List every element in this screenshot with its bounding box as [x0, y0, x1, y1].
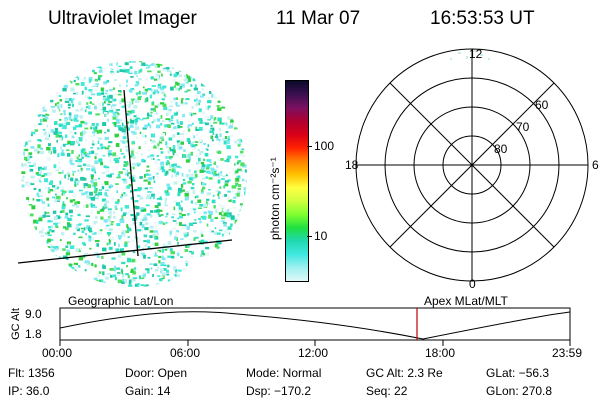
colorbar-gradient [286, 81, 308, 281]
mlt-label-12: 12 [469, 47, 483, 61]
timeline-left-title: Geographic Lat/Lon [68, 294, 174, 308]
timeline-plot [59, 307, 571, 346]
ip-value: IP: 36.0 [8, 384, 50, 398]
timeline-x-label-0600: 06:00 [170, 346, 201, 360]
colorbar-tick-10 [307, 236, 312, 237]
mlat-label-60: 60 [535, 98, 549, 112]
glat-value: GLat: −56.3 [486, 366, 550, 380]
timeline-y-tick-high: 9.0 [25, 307, 42, 321]
mlat-label-80: 80 [494, 142, 508, 156]
dsp-value: Dsp: −170.2 [246, 384, 312, 398]
geographic-meridian-line [123, 89, 139, 257]
timeline-x-label-2359: 23:59 [552, 346, 583, 360]
gain-value: Gain: 14 [125, 384, 171, 398]
date-readout: 11 Mar 07 [276, 8, 361, 29]
colorbar [285, 80, 309, 282]
colorbar-tick-label-10: 10 [314, 229, 328, 243]
timeline-frame [59, 307, 571, 341]
geographic-latitude-line [18, 239, 233, 264]
timeline-x-label-1200: 12:00 [298, 346, 329, 360]
seq-value: Seq: 22 [366, 384, 408, 398]
mlt-label-18: 18 [345, 158, 359, 172]
glon-value: GLon: 270.8 [486, 384, 553, 398]
timeline-y-axis-label: GC Alt [10, 308, 22, 340]
colorbar-units-label: photon cm⁻²s⁻¹ [268, 157, 282, 240]
time-readout: 16:53:53 UT [430, 8, 535, 29]
geographic-image [18, 61, 247, 287]
timeline-x-label-0000: 00:00 [42, 346, 73, 360]
mlt-label-6: 6 [592, 158, 599, 172]
polar-plot: 12 18 6 0 60 70 80 [345, 47, 599, 290]
gc-alt-value: GC Alt: 2.3 Re [366, 366, 443, 380]
polar-diagonal-2 [389, 82, 555, 248]
mode-value: Mode: Normal [246, 366, 322, 380]
polar-speckle [450, 50, 490, 60]
colorbar-tick-label-100: 100 [314, 139, 335, 153]
uv-emission-speckle [21, 61, 247, 287]
app-title: Ultraviolet Imager [48, 8, 197, 29]
colorbar-tick-100 [307, 146, 312, 147]
timeline-x-label-1800: 18:00 [425, 346, 456, 360]
flight-number: Flt: 1356 [8, 366, 55, 380]
orbit-altitude-curve [59, 311, 571, 340]
timeline-right-title: Apex MLat/MLT [424, 294, 508, 308]
door-status: Door: Open [125, 366, 188, 380]
mlt-label-0: 0 [469, 277, 476, 290]
timeline-y-tick-low: 1.8 [25, 327, 42, 341]
mlat-label-70: 70 [516, 120, 530, 134]
